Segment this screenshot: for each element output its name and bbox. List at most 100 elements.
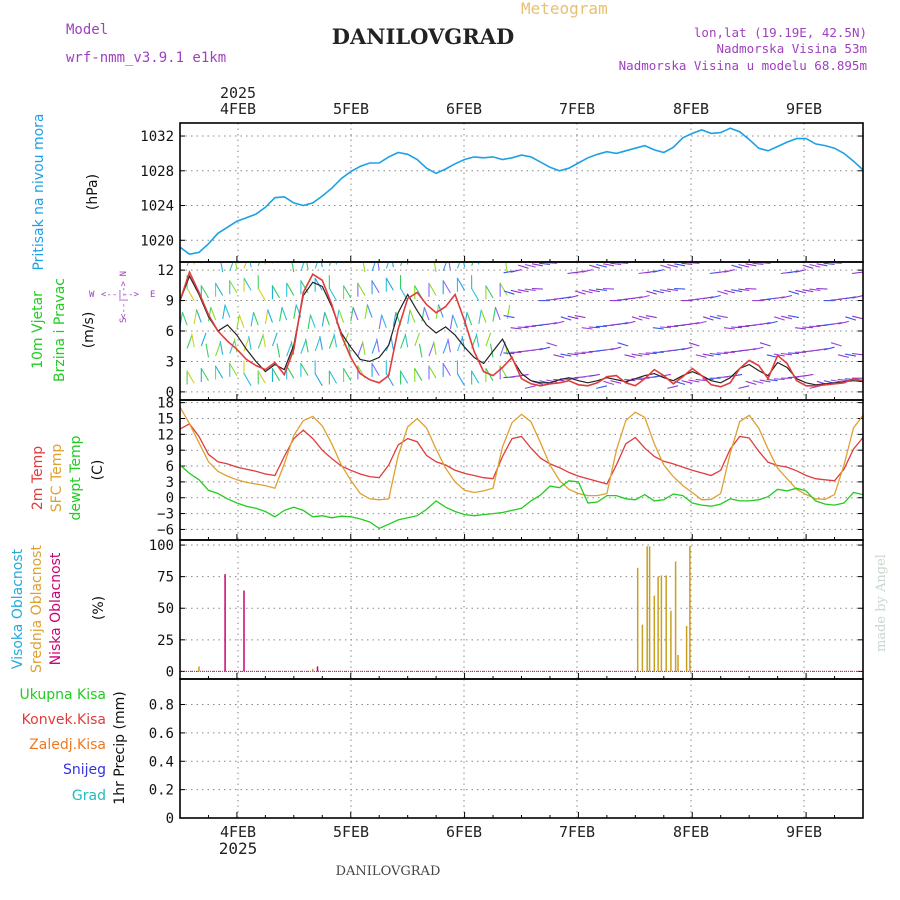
wind-arrow bbox=[610, 262, 622, 266]
wind-arrow bbox=[574, 315, 586, 319]
wind-arrow bbox=[475, 333, 480, 348]
wind-arrow bbox=[257, 335, 264, 349]
wind-arrow bbox=[646, 290, 657, 295]
wind-arrow bbox=[837, 378, 849, 382]
wind-arrow bbox=[229, 340, 236, 354]
temp-unit: (C) bbox=[90, 460, 106, 481]
wind-arrow bbox=[400, 288, 409, 301]
wind-arrow bbox=[433, 262, 437, 273]
y-tick-label: 9 bbox=[166, 443, 174, 459]
wind-arrow bbox=[553, 354, 565, 358]
wind-arrow bbox=[219, 341, 224, 355]
wind-arrow bbox=[286, 342, 293, 357]
wind-arrow bbox=[852, 294, 863, 299]
y-tick-label: 0.4 bbox=[149, 754, 174, 770]
wind-arrow bbox=[181, 311, 188, 326]
wind-arrow bbox=[400, 262, 403, 266]
wind-arrow bbox=[539, 346, 551, 351]
wind-arrow bbox=[574, 270, 586, 274]
wind-arrow bbox=[186, 335, 193, 349]
wind-arrow bbox=[581, 289, 593, 294]
wind-arrow bbox=[300, 340, 307, 354]
pressure-unit: (hPa) bbox=[85, 174, 101, 210]
wind-arrow bbox=[366, 304, 373, 318]
bottom-day-label: 6FEB bbox=[446, 823, 482, 841]
precip-ylabel: Snijeg bbox=[63, 762, 106, 778]
wind-arrow bbox=[428, 342, 435, 357]
y-tick-label: 9 bbox=[166, 294, 174, 310]
wind-arrow bbox=[428, 365, 437, 379]
meteogram-label: Meteogram bbox=[521, 0, 608, 18]
wind-compass: N<--|-->SW <--|--> E bbox=[89, 271, 155, 323]
temp-ylabel: 2m Temp bbox=[30, 446, 46, 510]
cloud-ylabel: Visoka Oblacnost bbox=[10, 548, 26, 669]
wind-arrow bbox=[731, 264, 743, 269]
y-tick-label: 25 bbox=[157, 633, 174, 649]
wind-arrow bbox=[723, 327, 735, 330]
y-tick-label: −3 bbox=[157, 507, 174, 523]
wind-arrow bbox=[485, 285, 494, 299]
wind-arrow bbox=[499, 283, 508, 296]
wind-arrow bbox=[588, 326, 600, 329]
temp-line-sfc bbox=[179, 406, 864, 501]
y-tick-label: 18 bbox=[157, 396, 174, 412]
wind-arrow bbox=[759, 379, 771, 383]
panel-precip: 0 0.2 0.4 0.6 0.8 Ukupna Kisa Konvek.Kisa Zaled… bbox=[19, 678, 864, 827]
wind-arrow bbox=[428, 283, 437, 296]
wind-arrow bbox=[286, 283, 295, 296]
wind-arrow bbox=[795, 327, 807, 330]
wind-arrow bbox=[809, 263, 821, 268]
wind-arrow bbox=[788, 315, 800, 319]
wind-arrow bbox=[830, 342, 842, 347]
pressure-ylabel: Pritisak na nivou mora bbox=[31, 113, 47, 270]
wind-arrow bbox=[243, 337, 250, 352]
wind-arrow bbox=[844, 353, 857, 357]
wind-arrow bbox=[617, 322, 629, 326]
wind-arrow bbox=[681, 262, 693, 266]
wind-arrow bbox=[252, 311, 259, 326]
bottom-day-label: 8FEB bbox=[673, 823, 709, 841]
wind-arrow bbox=[674, 347, 686, 352]
precip-unit: 1hr Precip (mm) bbox=[112, 691, 128, 804]
temp-line-dewpt bbox=[179, 464, 864, 530]
wind-arrow bbox=[186, 262, 190, 266]
wind-arrow bbox=[531, 263, 543, 267]
wind-arrow bbox=[267, 309, 274, 323]
wind-arrow bbox=[343, 368, 352, 381]
y-tick-label: 3 bbox=[166, 354, 174, 370]
y-tick-label: 50 bbox=[157, 601, 174, 617]
wind-arrow bbox=[463, 262, 466, 268]
wind-arrow bbox=[352, 306, 359, 321]
wind-arrow bbox=[603, 347, 615, 352]
wind-arrow bbox=[343, 285, 352, 299]
y-tick-label: 0 bbox=[166, 664, 174, 680]
wind-arrow bbox=[471, 288, 480, 301]
wind-arrow bbox=[773, 378, 785, 381]
wind-arrow bbox=[385, 373, 394, 387]
wind-arrow bbox=[380, 314, 387, 328]
y-tick-label: 0 bbox=[166, 385, 174, 401]
wind-arrow bbox=[243, 262, 247, 269]
wind-arrow bbox=[248, 335, 252, 350]
y-tick-label: 75 bbox=[157, 570, 174, 586]
wind-arrow bbox=[324, 311, 330, 326]
wind-arrow bbox=[314, 262, 319, 269]
wind-arrow bbox=[361, 341, 366, 355]
top-day-label: 9FEB bbox=[786, 100, 822, 118]
wind-arrow bbox=[524, 385, 536, 389]
wind-arrow bbox=[195, 309, 202, 323]
wind-arrow bbox=[716, 270, 728, 274]
wind-arrow bbox=[264, 310, 269, 324]
wind-arrow bbox=[272, 368, 281, 381]
wind-arrow bbox=[645, 352, 657, 355]
bottom-day-label: 7FEB bbox=[559, 823, 595, 841]
precip-ylabel: Ukupna Kisa bbox=[19, 687, 106, 703]
wind-arrows bbox=[180, 262, 863, 389]
wind-arrow bbox=[781, 294, 793, 299]
wind-arrow bbox=[517, 264, 529, 269]
wind-arrow bbox=[752, 346, 764, 351]
y-tick-label: 100 bbox=[149, 538, 174, 554]
wind-arrow bbox=[731, 289, 743, 293]
cloud-ylabel: Srednja Oblacnost bbox=[29, 545, 45, 673]
